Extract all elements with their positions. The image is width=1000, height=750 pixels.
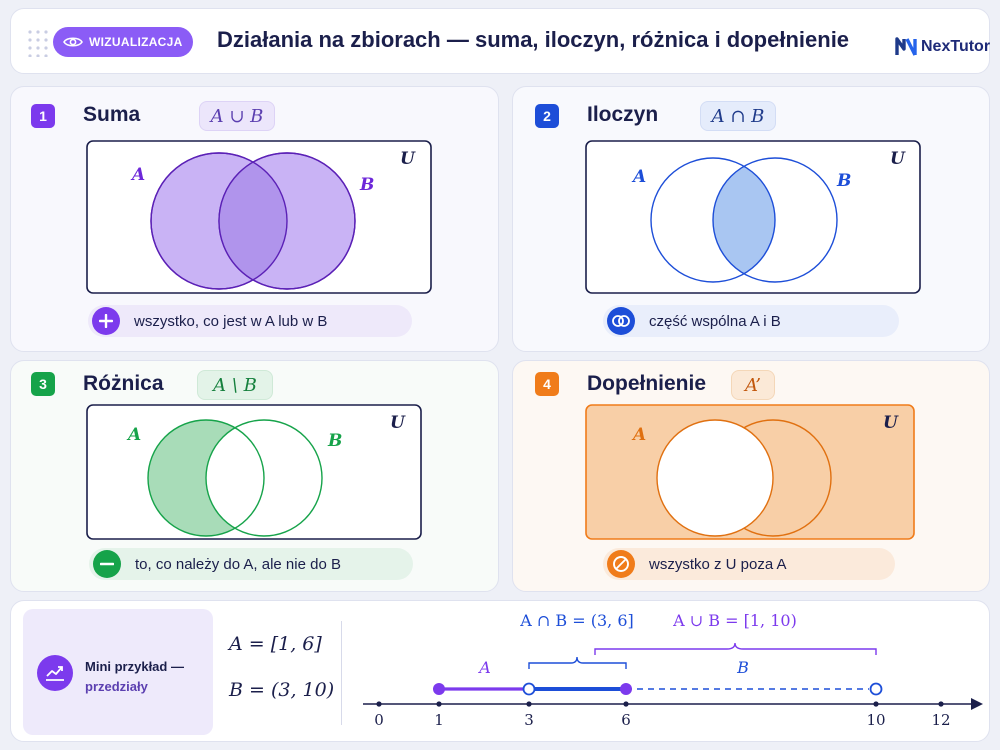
brand-logo: NexTutor bbox=[895, 37, 990, 57]
point-b-end bbox=[869, 682, 883, 696]
card-number: 1 bbox=[31, 104, 55, 128]
visualization-badge: WIZUALIZACJA bbox=[53, 27, 193, 57]
mini-example-title: Mini przykład — przedziały bbox=[85, 657, 184, 697]
set-a-label: A bbox=[130, 165, 145, 185]
divider bbox=[341, 621, 342, 725]
universe-label: U bbox=[390, 413, 406, 433]
intersection-brace bbox=[528, 656, 627, 669]
segment-label-b: B bbox=[736, 658, 749, 677]
formula-chip: A’ bbox=[731, 370, 775, 400]
page-title: Działania na zbiorach — suma, iloczyn, r… bbox=[217, 27, 850, 52]
mini-example-box: Mini przykład — przedziały bbox=[23, 609, 213, 735]
venn-union: A B U bbox=[86, 140, 432, 294]
badge-label: WIZUALIZACJA bbox=[89, 35, 183, 49]
card-number: 2 bbox=[535, 104, 559, 128]
formula-chip: A ∪ B bbox=[199, 101, 275, 131]
set-a-label: A bbox=[126, 425, 141, 445]
description-text: to, co należy do A, ale nie do B bbox=[135, 555, 341, 573]
mini-title-line2: przedziały bbox=[85, 679, 148, 694]
point-b-start bbox=[522, 682, 536, 696]
tick-label: 0 bbox=[374, 711, 384, 729]
mini-title-line1: Mini przykład — bbox=[85, 659, 184, 674]
tick-label: 6 bbox=[621, 711, 631, 729]
universe-label: U bbox=[400, 149, 416, 169]
point-a-end bbox=[620, 683, 632, 695]
mini-example-panel: Mini przykład — przedziały A = [1, 6] B … bbox=[10, 600, 990, 742]
card-intersection: 2 Iloczyn A ∩ B A B U część wspólna A i … bbox=[512, 86, 990, 352]
trend-chart-icon bbox=[37, 655, 73, 691]
tick-label: 1 bbox=[434, 711, 444, 729]
interval-b: B = (3, 10) bbox=[229, 679, 335, 701]
card-number: 3 bbox=[31, 372, 55, 396]
tick-label: 3 bbox=[524, 711, 534, 729]
set-b-label: B bbox=[836, 171, 851, 191]
number-line: 0 1 3 6 10 12 A B A ∩ B = (3, 6] A ∪ B =… bbox=[363, 611, 983, 729]
description-text: wszystko, co jest w A lub w B bbox=[134, 312, 328, 330]
formula-chip: A ∩ B bbox=[700, 101, 776, 131]
union-brace bbox=[594, 642, 877, 655]
brand-name: NexTutor bbox=[921, 38, 991, 55]
description-pill: część wspólna A i B bbox=[603, 305, 899, 337]
interval-a: A = [1, 6] bbox=[229, 633, 322, 655]
point-a-start bbox=[433, 683, 445, 695]
formula-chip: A \ B bbox=[197, 370, 273, 400]
venn-difference: A B U bbox=[86, 404, 422, 540]
minus-icon bbox=[93, 550, 121, 578]
header-bar: WIZUALIZACJA Działania na zbiorach — sum… bbox=[10, 8, 990, 74]
description-pill: wszystko, co jest w A lub w B bbox=[88, 305, 412, 337]
intersecting-rings-icon bbox=[607, 307, 635, 335]
card-title: Suma bbox=[83, 103, 141, 126]
venn-intersection: A B U bbox=[585, 140, 921, 294]
dots-decoration-icon bbox=[28, 30, 48, 57]
set-a-label: A bbox=[631, 167, 646, 187]
card-complement: 4 Dopełnienie A’ A U wszystko z U poza A bbox=[512, 360, 990, 592]
set-b-label: B bbox=[327, 431, 342, 451]
union-label: A ∪ B = [1, 10) bbox=[672, 611, 797, 630]
description-pill: to, co należy do A, ale nie do B bbox=[89, 548, 413, 580]
tick-label: 12 bbox=[931, 711, 950, 729]
card-title: Różnica bbox=[83, 372, 164, 395]
venn-complement: A U bbox=[585, 404, 915, 540]
description-text: wszystko z U poza A bbox=[649, 555, 787, 573]
nextutor-logo-icon bbox=[895, 37, 917, 56]
card-title: Dopełnienie bbox=[587, 372, 707, 395]
universe-label: U bbox=[883, 413, 899, 433]
segment-label-a: A bbox=[477, 658, 491, 677]
universe-label: U bbox=[890, 149, 906, 169]
description-pill: wszystko z U poza A bbox=[603, 548, 895, 580]
tick-label: 10 bbox=[866, 711, 885, 729]
card-union: 1 Suma A ∪ B A B U wszystko, co jest w A… bbox=[10, 86, 499, 352]
eye-icon bbox=[63, 37, 83, 47]
set-b-label: B bbox=[359, 175, 374, 195]
set-a-label: A bbox=[631, 425, 646, 445]
axis-arrow bbox=[971, 698, 983, 710]
intersection-label: A ∩ B = (3, 6] bbox=[519, 611, 633, 630]
card-title: Iloczyn bbox=[587, 103, 659, 126]
plus-icon bbox=[92, 307, 120, 335]
prohibition-icon bbox=[607, 550, 635, 578]
card-number: 4 bbox=[535, 372, 559, 396]
description-text: część wspólna A i B bbox=[649, 312, 781, 330]
card-difference: 3 Różnica A \ B A B U to, co należy do A… bbox=[10, 360, 499, 592]
